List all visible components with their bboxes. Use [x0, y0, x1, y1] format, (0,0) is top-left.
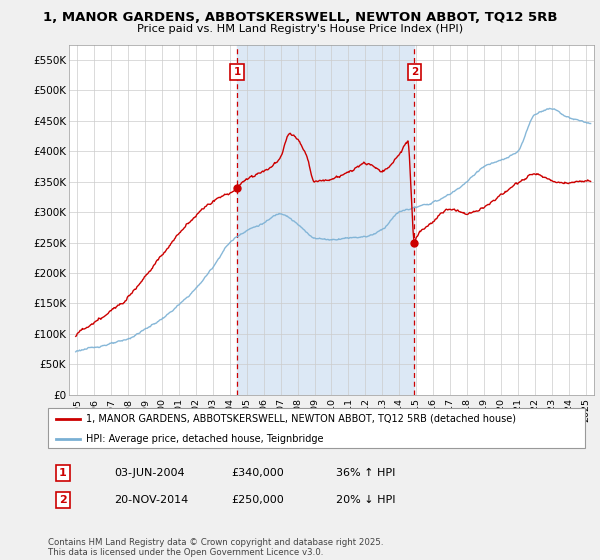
Text: 2: 2 [59, 495, 67, 505]
Text: £340,000: £340,000 [231, 468, 284, 478]
Text: 20% ↓ HPI: 20% ↓ HPI [336, 495, 395, 505]
Text: 20-NOV-2014: 20-NOV-2014 [114, 495, 188, 505]
Bar [237, 45, 415, 395]
Text: 1, MANOR GARDENS, ABBOTSKERSWELL, NEWTON ABBOT, TQ12 5RB: 1, MANOR GARDENS, ABBOTSKERSWELL, NEWTON… [43, 11, 557, 24]
Text: HPI: Average price, detached house, Teignbridge: HPI: Average price, detached house, Teig… [86, 434, 323, 444]
Text: Price paid vs. HM Land Registry's House Price Index (HPI): Price paid vs. HM Land Registry's House … [137, 24, 463, 34]
Text: 1, MANOR GARDENS, ABBOTSKERSWELL, NEWTON ABBOT, TQ12 5RB (detached house): 1, MANOR GARDENS, ABBOTSKERSWELL, NEWTON… [86, 414, 515, 423]
Text: 2: 2 [411, 67, 418, 77]
Text: Contains HM Land Registry data © Crown copyright and database right 2025.
This d: Contains HM Land Registry data © Crown c… [48, 538, 383, 557]
Text: 1: 1 [59, 468, 67, 478]
Text: 1: 1 [233, 67, 241, 77]
Text: £250,000: £250,000 [231, 495, 284, 505]
Text: 03-JUN-2004: 03-JUN-2004 [114, 468, 185, 478]
FancyBboxPatch shape [48, 408, 585, 448]
Text: 36% ↑ HPI: 36% ↑ HPI [336, 468, 395, 478]
